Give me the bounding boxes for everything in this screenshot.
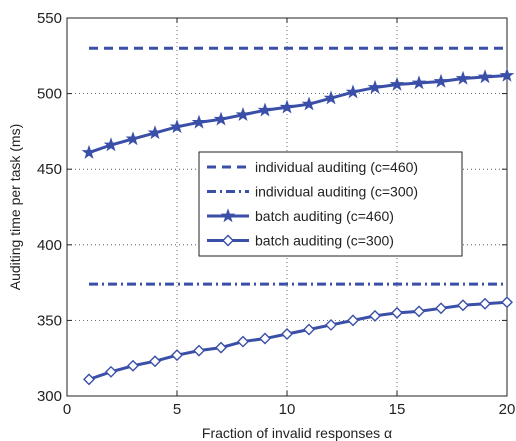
y-tick-label: 550 xyxy=(37,10,62,27)
data-point xyxy=(127,359,139,372)
data-point xyxy=(435,302,447,315)
y-tick-label: 400 xyxy=(37,237,62,254)
data-point xyxy=(303,323,315,336)
data-point xyxy=(191,114,207,129)
data-point xyxy=(389,76,405,91)
legend-label: individual auditing (c=300) xyxy=(255,184,418,200)
data-point xyxy=(323,90,339,105)
data-point xyxy=(105,365,117,378)
x-tick-label: 5 xyxy=(173,401,181,418)
data-point xyxy=(193,344,205,357)
data-point xyxy=(103,137,119,152)
x-axis-label: Fraction of invalid responses α xyxy=(202,425,392,441)
data-point xyxy=(301,96,317,111)
data-point xyxy=(257,102,273,117)
x-tick-label: 15 xyxy=(389,401,406,418)
data-point xyxy=(367,79,383,94)
data-point xyxy=(237,335,249,348)
series-2 xyxy=(81,67,515,159)
data-point xyxy=(235,107,251,122)
y-tick-label: 450 xyxy=(37,161,62,178)
data-point xyxy=(325,318,337,331)
data-point xyxy=(369,309,381,322)
data-point xyxy=(147,125,163,140)
legend: individual auditing (c=460) individual au… xyxy=(198,151,463,257)
data-point xyxy=(433,73,449,88)
data-point xyxy=(499,67,515,82)
data-point xyxy=(149,355,161,368)
data-point xyxy=(171,349,183,362)
legend-box xyxy=(198,151,463,257)
legend-label: batch auditing (c=460) xyxy=(255,208,394,224)
data-point xyxy=(281,328,293,340)
x-tick-label: 10 xyxy=(279,401,296,418)
data-point xyxy=(345,84,361,99)
y-tick-label: 350 xyxy=(37,312,62,329)
axis-ticks: 0 5 10 15 20 300 350 400 450 500 550 xyxy=(37,10,515,418)
data-point xyxy=(259,332,271,345)
x-tick-label: 20 xyxy=(499,401,516,418)
y-tick-label: 300 xyxy=(37,388,62,405)
data-point xyxy=(411,75,427,90)
legend-label: batch auditing (c=300) xyxy=(255,233,394,249)
data-point xyxy=(391,306,403,319)
data-point xyxy=(279,99,295,114)
data-point xyxy=(81,144,97,159)
series-line xyxy=(88,300,508,381)
data-point xyxy=(83,373,95,386)
legend-label: individual auditing (c=460) xyxy=(255,159,418,175)
data-point xyxy=(347,314,359,327)
series-line xyxy=(88,73,508,154)
data-point xyxy=(477,69,493,84)
series-layer xyxy=(81,46,515,386)
data-point xyxy=(413,305,425,318)
legend-marker xyxy=(220,208,236,223)
legend-marker xyxy=(222,234,234,247)
series-3 xyxy=(83,296,513,386)
data-point xyxy=(213,111,229,126)
y-tick-label: 500 xyxy=(37,86,62,103)
data-point xyxy=(215,341,227,354)
data-point xyxy=(457,299,469,312)
x-tick-label: 0 xyxy=(63,401,71,418)
data-point xyxy=(169,119,185,134)
data-point xyxy=(479,297,491,310)
data-point xyxy=(125,131,141,146)
y-axis-label: Auditing time per task (ms) xyxy=(7,124,23,291)
data-point xyxy=(455,70,471,85)
data-point xyxy=(501,296,513,309)
